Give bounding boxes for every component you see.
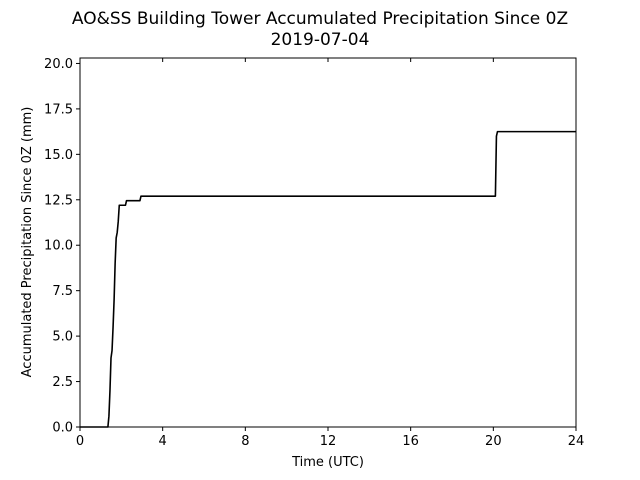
x-tick-label-1: 4 [159, 434, 167, 449]
y-tick-label-4: 10.0 [44, 239, 73, 254]
x-axis-label: Time (UTC) [291, 455, 364, 470]
y-tick-label-6: 15.0 [44, 148, 73, 163]
y-axis-label: Accumulated Precipitation Since 0Z (mm) [20, 107, 35, 378]
y-tick-label-1: 2.5 [52, 375, 73, 390]
x-tick-label-2: 8 [241, 434, 249, 449]
x-tick-label-6: 24 [568, 434, 585, 449]
x-tick-label-0: 0 [76, 434, 84, 449]
chart-subtitle: 2019-07-04 [271, 30, 370, 50]
plot-frame [79, 57, 577, 428]
y-tick-label-7: 17.5 [44, 102, 73, 117]
y-tick-label-5: 12.5 [44, 193, 73, 208]
x-tick-label-4: 16 [402, 434, 419, 449]
plot-area: 0 4 8 12 16 20 24 0.0 2.5 5.0 7.5 10.0 12.5 15.0 17.5 2… [44, 57, 584, 449]
y-tick-label-2: 5.0 [52, 330, 73, 345]
x-tick-label-5: 20 [485, 434, 502, 449]
x-tick-label-3: 12 [320, 434, 337, 449]
y-tick-label-3: 7.5 [52, 284, 73, 299]
y-tick-label-0: 0.0 [52, 421, 73, 436]
chart-title: AO&SS Building Tower Accumulated Precipi… [72, 9, 568, 29]
y-tick-label-8: 20.0 [44, 57, 73, 72]
series-line-0 [80, 130, 576, 428]
